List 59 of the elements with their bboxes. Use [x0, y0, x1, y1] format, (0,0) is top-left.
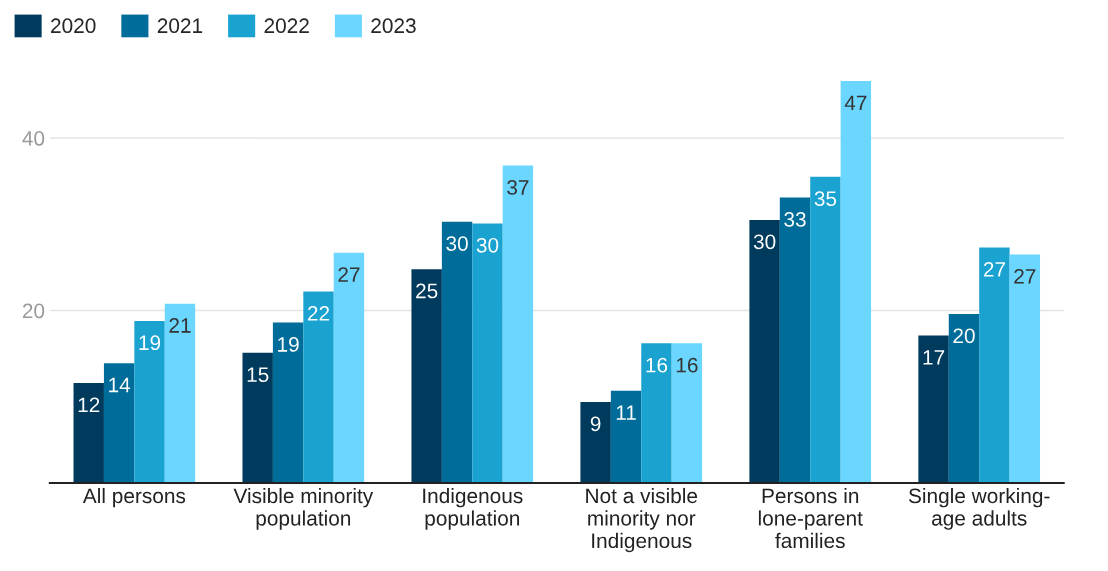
bar	[134, 320, 165, 484]
x-tick-label: Persons in lone-parent families	[758, 487, 863, 549]
bar	[979, 247, 1010, 484]
x-tick-label: Visible minority population	[233, 487, 374, 530]
y-tick-label: 40	[22, 131, 45, 146]
data-label: 19	[139, 335, 161, 351]
data-label: 17	[923, 350, 945, 365]
bar	[779, 197, 811, 484]
bar	[810, 176, 841, 484]
data-label: 30	[476, 237, 499, 253]
legend-label: 2023	[371, 18, 416, 34]
bar	[103, 363, 135, 484]
bar	[73, 383, 104, 484]
bar	[164, 303, 196, 484]
bar	[272, 322, 304, 484]
data-label: 21	[169, 318, 191, 333]
data-label: 27	[338, 267, 360, 282]
data-label: 47	[844, 95, 867, 111]
data-label: 12	[78, 397, 100, 413]
bar	[840, 81, 872, 484]
data-label: 27	[1014, 268, 1036, 284]
bar	[1009, 254, 1041, 484]
data-label: 35	[814, 191, 837, 207]
bar	[242, 352, 273, 484]
data-label: 14	[109, 377, 131, 393]
data-label: 19	[278, 337, 299, 352]
legend-label: 2021	[157, 18, 203, 34]
bar	[671, 343, 703, 484]
x-tick-label: Indigenous population	[423, 487, 523, 530]
data-label: 15	[247, 367, 269, 383]
bar	[948, 313, 980, 484]
bar	[580, 401, 611, 484]
data-label: 22	[307, 306, 330, 321]
bar	[303, 291, 334, 484]
data-label: 37	[507, 180, 529, 195]
bar	[333, 252, 365, 484]
bar	[749, 219, 780, 484]
data-label: 16	[646, 357, 668, 373]
bar	[472, 223, 503, 484]
legend-label: 2020	[51, 18, 96, 34]
x-tick-label: Single working- age adults	[908, 487, 1050, 530]
x-tick-label: All persons	[82, 487, 186, 508]
bar	[411, 269, 442, 484]
data-label: 30	[446, 236, 468, 251]
legend-label: 2022	[264, 18, 309, 34]
bar	[441, 221, 473, 484]
data-label: 11	[616, 405, 636, 420]
bar	[641, 343, 672, 484]
data-label: 16	[676, 357, 698, 373]
bar	[918, 335, 949, 484]
data-label: 27	[983, 262, 1005, 277]
bar	[610, 390, 642, 484]
data-label: 20	[953, 328, 975, 344]
data-label: 9	[590, 416, 601, 432]
x-tick-label: Not a visible minority nor Indigenous	[586, 487, 698, 553]
data-label: 33	[784, 212, 806, 227]
data-label: 25	[416, 283, 438, 299]
bar	[502, 165, 534, 484]
data-label: 30	[753, 234, 776, 250]
